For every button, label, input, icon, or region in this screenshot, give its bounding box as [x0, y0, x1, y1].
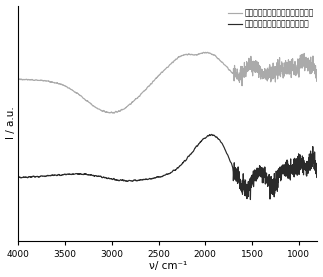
- 离子热法合成钒离子修饰的氮化碳: [307, 63, 311, 67]
- 离子热法合成钒离子修饰的氮化碳: [307, 58, 311, 61]
- 浸渍法合成钒离子负载的氮化碳: [16, 176, 20, 179]
- Y-axis label: I / a.u.: I / a.u.: [5, 107, 16, 140]
- Legend: 离子热法合成钒离子修饰的氮化碳, 浸渍法合成钒离子负载的氮化碳: 离子热法合成钒离子修饰的氮化碳, 浸渍法合成钒离子负载的氮化碳: [227, 7, 316, 30]
- 浸渍法合成钒离子负载的氮化碳: [307, 161, 311, 165]
- 离子热法合成钒离子修饰的氮化碳: [111, 111, 115, 115]
- X-axis label: ν/ cm⁻¹: ν/ cm⁻¹: [149, 261, 187, 271]
- Line: 浸渍法合成钒离子负载的氮化碳: 浸渍法合成钒离子负载的氮化碳: [18, 134, 318, 199]
- 浸渍法合成钒离子负载的氮化碳: [162, 174, 166, 177]
- 离子热法合成钒离子修饰的氮化碳: [316, 79, 319, 82]
- 离子热法合成钒离子修饰的氮化碳: [154, 76, 158, 80]
- 浸渍法合成钒离子负载的氮化碳: [154, 176, 158, 179]
- 离子热法合成钒离子修饰的氮化碳: [32, 79, 36, 82]
- 浸渍法合成钒离子负载的氮化碳: [32, 175, 36, 178]
- 浸渍法合成钒离子负载的氮化碳: [248, 198, 252, 201]
- 离子热法合成钒离子修饰的氮化碳: [202, 51, 205, 54]
- 离子热法合成钒离子修饰的氮化碳: [162, 69, 166, 72]
- 浸渍法合成钒离子负载的氮化碳: [252, 179, 256, 183]
- 浸渍法合成钒离子负载的氮化碳: [210, 133, 214, 136]
- Line: 离子热法合成钒离子修饰的氮化碳: 离子热法合成钒离子修饰的氮化碳: [18, 52, 318, 113]
- 浸渍法合成钒离子负载的氮化碳: [307, 165, 311, 168]
- 浸渍法合成钒离子负载的氮化碳: [316, 174, 319, 178]
- 离子热法合成钒离子修饰的氮化碳: [252, 63, 256, 67]
- 离子热法合成钒离子修饰的氮化碳: [16, 78, 20, 81]
